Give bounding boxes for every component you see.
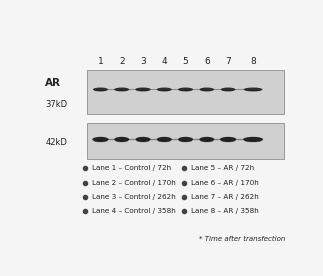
Ellipse shape bbox=[222, 90, 234, 91]
Text: AR: AR bbox=[45, 78, 61, 88]
Text: 3: 3 bbox=[140, 57, 146, 66]
Ellipse shape bbox=[221, 87, 235, 91]
Ellipse shape bbox=[114, 87, 129, 91]
Text: 8: 8 bbox=[250, 57, 256, 66]
Text: Lane 5 – AR / 72h: Lane 5 – AR / 72h bbox=[191, 165, 255, 171]
Ellipse shape bbox=[200, 87, 214, 91]
Ellipse shape bbox=[199, 137, 214, 142]
Ellipse shape bbox=[94, 140, 107, 142]
Ellipse shape bbox=[115, 90, 129, 91]
Text: Lane 3 – Control / 262h: Lane 3 – Control / 262h bbox=[92, 194, 176, 200]
Text: Lane 1 – Control / 72h: Lane 1 – Control / 72h bbox=[92, 165, 172, 171]
Ellipse shape bbox=[135, 87, 151, 91]
Text: 42kD: 42kD bbox=[45, 138, 67, 147]
Ellipse shape bbox=[178, 137, 193, 142]
Ellipse shape bbox=[178, 87, 193, 91]
Ellipse shape bbox=[179, 140, 192, 142]
Text: 37kD: 37kD bbox=[45, 100, 68, 109]
Text: 1: 1 bbox=[98, 57, 103, 66]
Ellipse shape bbox=[201, 140, 213, 142]
Text: 4: 4 bbox=[162, 57, 167, 66]
Text: 5: 5 bbox=[183, 57, 188, 66]
Text: 6: 6 bbox=[204, 57, 210, 66]
Ellipse shape bbox=[243, 137, 263, 142]
Ellipse shape bbox=[245, 90, 262, 91]
Ellipse shape bbox=[93, 87, 108, 91]
Ellipse shape bbox=[245, 140, 262, 142]
Ellipse shape bbox=[158, 140, 171, 142]
Ellipse shape bbox=[221, 140, 235, 142]
Ellipse shape bbox=[137, 140, 150, 142]
Text: * Time after transfection: * Time after transfection bbox=[199, 237, 286, 242]
Text: 7: 7 bbox=[225, 57, 231, 66]
Text: Lane 6 – AR / 170h: Lane 6 – AR / 170h bbox=[191, 179, 259, 185]
Ellipse shape bbox=[94, 90, 107, 91]
Ellipse shape bbox=[115, 140, 128, 142]
Text: 2: 2 bbox=[119, 57, 125, 66]
Text: Lane 7 – AR / 262h: Lane 7 – AR / 262h bbox=[191, 194, 259, 200]
Ellipse shape bbox=[244, 87, 263, 91]
Ellipse shape bbox=[157, 137, 172, 142]
Ellipse shape bbox=[220, 137, 236, 142]
Ellipse shape bbox=[136, 90, 150, 91]
FancyBboxPatch shape bbox=[87, 70, 285, 114]
Text: Lane 4 – Control / 358h: Lane 4 – Control / 358h bbox=[92, 208, 176, 214]
Text: Lane 2 – Control / 170h: Lane 2 – Control / 170h bbox=[92, 179, 176, 185]
Text: Lane 8 – AR / 358h: Lane 8 – AR / 358h bbox=[191, 208, 259, 214]
FancyBboxPatch shape bbox=[87, 123, 285, 158]
Ellipse shape bbox=[136, 137, 151, 142]
Ellipse shape bbox=[114, 137, 129, 142]
Ellipse shape bbox=[158, 90, 171, 91]
Ellipse shape bbox=[200, 90, 214, 91]
Ellipse shape bbox=[179, 90, 192, 91]
Ellipse shape bbox=[157, 87, 172, 91]
Ellipse shape bbox=[92, 137, 109, 142]
